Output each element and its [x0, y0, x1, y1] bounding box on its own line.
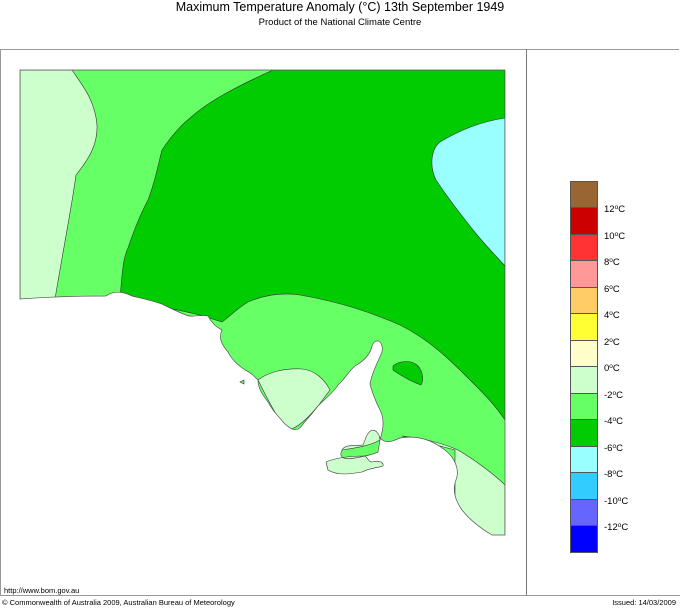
legend-swatch-minus2-minus4: [570, 393, 598, 420]
legend-label-minus12: -12oC: [604, 522, 629, 533]
legend-label-2: 2oC: [604, 337, 620, 348]
map-land: [20, 70, 505, 535]
copyright-notice: © Commonwealth of Australia 2009, Austra…: [2, 598, 235, 607]
legend-swatch-8-10: [570, 234, 598, 261]
legend-swatch-4-6: [570, 287, 598, 314]
legend-label-8: 8oC: [604, 257, 620, 268]
legend-swatch-below-minus12: [570, 525, 598, 553]
legend-swatch-minus4-minus6: [570, 419, 598, 447]
legend-swatch-6-8: [570, 260, 598, 288]
legend-swatch-minus6-minus8: [570, 446, 598, 473]
legend-label-12: 12oC: [604, 204, 626, 215]
legend-label-10: 10oC: [604, 231, 626, 242]
legend-swatch-minus10-minus12: [570, 499, 598, 526]
legend-label-6: 6oC: [604, 284, 620, 295]
legend-label-minus8: -8oC: [604, 469, 623, 480]
legend-label-minus4: -4oC: [604, 416, 623, 427]
kangaroo-island: [325, 455, 384, 475]
legend-swatch-0-2: [570, 340, 598, 367]
legend-swatch-2-4: [570, 313, 598, 341]
bottom-rule: [0, 595, 680, 596]
map-subtitle: Product of the National Climate Centre: [258, 17, 422, 28]
legend-swatch-above-12: [570, 181, 598, 208]
legend-label-4: 4oC: [604, 310, 620, 321]
legend-label-0: 0oC: [604, 363, 620, 374]
legend-label-minus6: -6oC: [604, 443, 623, 454]
legend-swatch-minus8-minus10: [570, 472, 598, 500]
issued-date: Issued: 14/03/2009: [612, 598, 676, 607]
legend-label-minus10: -10oC: [604, 496, 629, 507]
chart-frame: [0, 49, 679, 596]
legend-divider: [526, 49, 527, 596]
map-title: Maximum Temperature Anomaly (°C) 13th Se…: [175, 0, 505, 14]
legend-swatch-10-12: [570, 207, 598, 235]
source-url[interactable]: http://www.bom.gov.au: [4, 586, 80, 595]
legend-label-minus2: -2oC: [604, 390, 623, 401]
legend-swatch-0-minus2: [570, 366, 598, 394]
